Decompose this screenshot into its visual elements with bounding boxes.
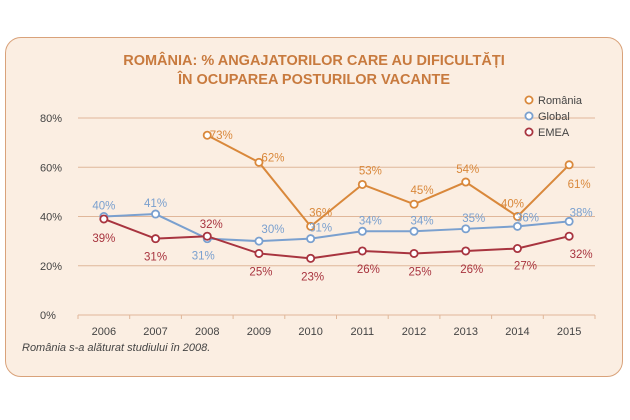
data-point-emea bbox=[409, 248, 419, 258]
data-point-romania bbox=[202, 130, 212, 140]
series-line-emea bbox=[103, 218, 570, 260]
data-point-global bbox=[409, 226, 419, 236]
data-label-global: 34% bbox=[359, 215, 382, 227]
legend-label-global: Global bbox=[538, 111, 570, 123]
y-tick-label: 80% bbox=[40, 113, 62, 125]
data-point-emea bbox=[461, 246, 471, 256]
x-tick-label: 2014 bbox=[505, 326, 529, 338]
data-label-romania: 40% bbox=[501, 199, 524, 211]
data-point-global bbox=[306, 234, 316, 244]
data-label-global: 34% bbox=[411, 215, 434, 227]
footnote: România s-a alăturat studiului în 2008. bbox=[22, 342, 211, 354]
data-label-emea: 27% bbox=[514, 261, 537, 273]
data-label-global: 41% bbox=[144, 198, 167, 210]
y-tick-label: 60% bbox=[40, 162, 62, 174]
data-point-romania bbox=[461, 177, 471, 187]
data-point-global bbox=[512, 221, 522, 231]
legend-label-emea: EMEA bbox=[538, 127, 570, 139]
legend-marker-global bbox=[524, 111, 534, 121]
data-label-romania: 61% bbox=[568, 179, 591, 191]
data-point-emea bbox=[306, 253, 316, 263]
chart-title-line-1: ROMÂNIA: % ANGAJATORILOR CARE AU DIFICUL… bbox=[123, 53, 505, 69]
x-tick-label: 2007 bbox=[143, 326, 167, 338]
data-point-romania bbox=[409, 199, 419, 209]
data-label-global: 30% bbox=[261, 224, 284, 236]
data-point-global bbox=[254, 236, 264, 246]
y-tick-label: 0% bbox=[40, 310, 56, 322]
series-line-romania bbox=[206, 134, 570, 228]
data-label-emea: 31% bbox=[144, 252, 167, 264]
data-label-emea: 23% bbox=[301, 271, 324, 283]
data-point-romania bbox=[357, 179, 367, 189]
x-tick-label: 2010 bbox=[298, 326, 322, 338]
data-point-romania bbox=[254, 157, 264, 167]
data-label-global: 40% bbox=[92, 201, 115, 213]
data-label-emea: 32% bbox=[200, 219, 223, 231]
data-label-emea: 26% bbox=[460, 264, 483, 276]
data-label-romania: 54% bbox=[456, 164, 479, 176]
data-point-romania bbox=[512, 211, 522, 221]
data-label-global: 31% bbox=[309, 223, 332, 235]
data-point-global bbox=[461, 224, 471, 234]
chart-title: ROMÂNIA: % ANGAJATORILOR CARE AU DIFICUL… bbox=[5, 52, 623, 90]
data-point-emea bbox=[254, 248, 264, 258]
data-label-romania: 36% bbox=[309, 207, 332, 219]
legend-marker-romania bbox=[524, 95, 534, 105]
x-tick-label: 2011 bbox=[351, 326, 375, 338]
data-point-emea bbox=[357, 246, 367, 256]
x-tick-label: 2006 bbox=[92, 326, 116, 338]
data-label-romania: 53% bbox=[359, 165, 382, 177]
data-point-global bbox=[357, 226, 367, 236]
x-tick-label: 2009 bbox=[247, 326, 271, 338]
data-label-global: 35% bbox=[462, 213, 485, 225]
data-label-emea: 32% bbox=[570, 249, 593, 261]
data-point-emea bbox=[202, 231, 212, 241]
data-point-emea bbox=[564, 231, 574, 241]
data-label-emea: 39% bbox=[92, 233, 115, 245]
legend-label-romania: România bbox=[538, 95, 583, 107]
data-point-global bbox=[564, 216, 574, 226]
data-label-global: 36% bbox=[516, 212, 539, 224]
y-tick-label: 20% bbox=[40, 261, 62, 273]
data-label-global: 38% bbox=[570, 207, 593, 219]
series-line-global bbox=[103, 213, 570, 243]
x-tick-label: 2008 bbox=[195, 326, 219, 338]
data-label-emea: 25% bbox=[249, 266, 272, 278]
data-label-romania: 73% bbox=[210, 130, 233, 142]
x-tick-label: 2013 bbox=[454, 326, 478, 338]
y-tick-label: 40% bbox=[40, 212, 62, 224]
x-tick-label: 2015 bbox=[557, 326, 581, 338]
data-point-romania bbox=[306, 221, 316, 231]
legend-marker-emea bbox=[524, 127, 534, 137]
chart-card bbox=[5, 37, 623, 377]
data-label-romania: 62% bbox=[261, 152, 284, 164]
x-tick-label: 2012 bbox=[402, 326, 426, 338]
data-point-global bbox=[151, 209, 161, 219]
data-point-emea bbox=[512, 244, 522, 254]
data-point-emea bbox=[151, 234, 161, 244]
data-label-romania: 45% bbox=[411, 185, 434, 197]
data-label-emea: 26% bbox=[357, 264, 380, 276]
data-label-global: 31% bbox=[192, 251, 215, 263]
data-label-emea: 25% bbox=[409, 266, 432, 278]
chart-title-line-2: ÎN OCUPAREA POSTURILOR VACANTE bbox=[177, 72, 451, 88]
data-point-romania bbox=[564, 160, 574, 170]
data-point-emea bbox=[99, 214, 109, 224]
